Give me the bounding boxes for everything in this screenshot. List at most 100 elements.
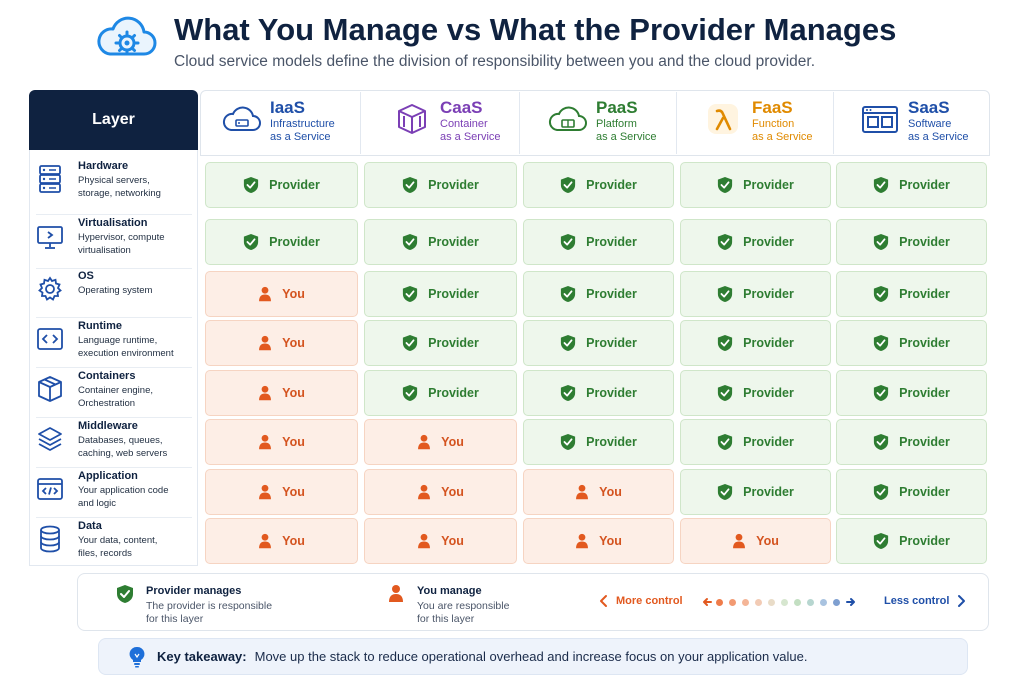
cloud-server-icon [222,106,261,131]
model-abbr: FaaS [752,98,793,117]
layer-desc: Container engine, Orchestration [78,385,153,409]
database-icon [40,525,60,553]
layer-row-hardware: Hardware Physical servers, storage, networ… [36,160,192,215]
model-abbr: CaaS [440,98,483,117]
person-icon [418,533,431,548]
legend-you-title: You manage [417,585,482,597]
cell-virtualisation-caas: Provider [364,219,517,265]
cell-runtime-paas: Provider [523,320,674,366]
shield-check-icon [718,177,733,193]
cell-label: Provider [428,178,479,192]
layer-row-application: Application Your application code and logi… [36,470,192,518]
cell-containers-caas: Provider [364,370,517,416]
legend-provider-title: Provider manages [146,585,242,597]
legend-you-desc: You are responsible for this layer [417,600,510,625]
lambda-icon [708,104,738,134]
cell-label: You [441,435,464,449]
shield-check-icon [561,434,576,450]
shield-check-icon [718,385,733,401]
legend-you: You manage You are responsible for this l… [388,584,509,626]
legend-provider-desc: The provider is responsible for this laye… [146,600,273,625]
layer-row-data: Data Your data, content, files, records [36,520,192,564]
model-abbr: IaaS [270,98,305,117]
model-header-saas: SaaS Software as a Service [860,90,969,156]
cell-label: Provider [743,485,794,499]
cell-label: You [441,485,464,499]
person-icon [259,533,272,548]
cell-label: Provider [428,386,479,400]
cell-label: Provider [586,336,637,350]
cell-data-iaas: You [205,518,358,564]
layer-desc: Language runtime, execution environment [78,335,174,359]
person-icon [418,484,431,499]
cell-label: Provider [743,287,794,301]
person-icon [259,286,272,301]
shield-check-icon [403,286,418,302]
page-subtitle: Cloud service models define the division… [174,53,816,70]
chevron-left-icon [600,595,607,607]
person-icon [259,484,272,499]
shield-check-icon [718,484,733,500]
cell-middleware-saas: Provider [836,419,987,465]
container-box-icon [398,104,426,134]
less-control-label: Less control [884,594,967,608]
cell-label: Provider [899,178,950,192]
cell-os-paas: Provider [523,271,674,317]
cell-label: Provider [586,435,637,449]
cell-label: You [282,435,305,449]
shield-check-icon [561,385,576,401]
layer-desc: Your data, content, files, records [78,535,158,559]
more-control-label: More control [598,594,683,608]
cell-label: Provider [586,178,637,192]
layer-name: Hardware [78,160,129,172]
cell-middleware-paas: Provider [523,419,674,465]
cell-hardware-iaas: Provider [205,162,358,208]
cell-middleware-faas: Provider [680,419,831,465]
shield-check-icon [561,234,576,250]
cell-label: Provider [743,235,794,249]
model-header-faas: FaaS Function as a Service [704,90,813,156]
shield-check-icon [403,234,418,250]
cell-application-faas: Provider [680,469,831,515]
model-fullname: Software as a Service [908,118,969,143]
cell-middleware-caas: You [364,419,517,465]
cell-containers-saas: Provider [836,370,987,416]
model-header-caas: CaaS Container as a Service [392,90,501,156]
takeaway-text: Move up the stack to reduce operational … [254,649,808,664]
model-fullname: Function as a Service [752,118,813,143]
layer-column-header: Layer [29,90,198,150]
shield-check-icon [244,177,259,193]
cell-label: Provider [586,287,637,301]
cell-runtime-faas: Provider [680,320,831,366]
cell-data-faas: You [680,518,831,564]
browser-app-icon [862,106,898,133]
layer-row-virtualisation: Virtualisation Hypervisor, compute virtual… [36,217,192,269]
cell-label: You [599,485,622,499]
server-icon [39,165,61,193]
cell-label: Provider [586,235,637,249]
shield-check-icon [718,335,733,351]
cell-os-caas: Provider [364,271,517,317]
shield-check-icon [561,286,576,302]
shield-check-icon [874,533,889,549]
gear-icon [38,276,62,301]
cell-hardware-paas: Provider [523,162,674,208]
cell-label: Provider [428,336,479,350]
layer-row-os: OS Operating system [36,270,192,318]
cell-label: Provider [899,336,950,350]
shield-check-icon [718,234,733,250]
shield-check-icon [874,286,889,302]
layer-name: Virtualisation [78,217,148,229]
cell-label: Provider [269,235,320,249]
column-divider [360,92,361,154]
shield-check-icon [718,286,733,302]
cell-label: Provider [586,386,637,400]
shield-check-icon [403,335,418,351]
cell-hardware-saas: Provider [836,162,987,208]
cell-label: You [282,336,305,350]
model-abbr: SaaS [908,98,950,117]
cell-os-saas: Provider [836,271,987,317]
cell-virtualisation-paas: Provider [523,219,674,265]
model-header-paas: PaaS Platform as a Service [548,90,657,156]
cell-label: Provider [899,386,950,400]
